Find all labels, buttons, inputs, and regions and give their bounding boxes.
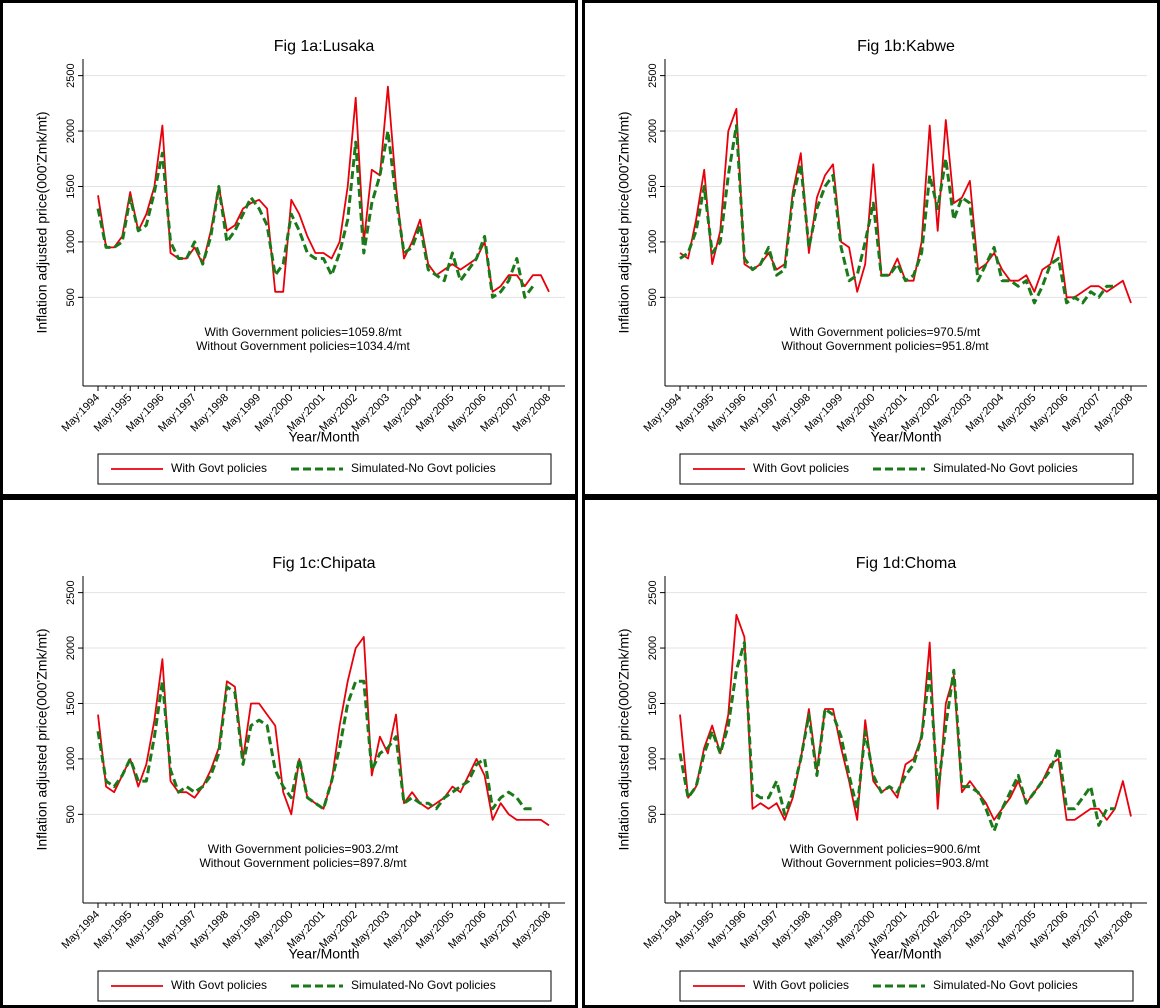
y-tick-label: 1000 <box>65 230 77 254</box>
y-tick-label: 1500 <box>65 174 77 198</box>
legend-box <box>679 970 1134 1002</box>
annotation: With Government policies=970.5/mt <box>790 325 981 339</box>
series-line <box>679 613 1132 821</box>
legend-box <box>679 453 1134 485</box>
legend-label: With Govt policies <box>753 978 849 992</box>
panel: 500 1000 1500 2000 2500 May:1994 May:1995 May:1… <box>582 497 1160 1008</box>
y-tick-label: 500 <box>647 805 659 823</box>
x-axis-label: Year/Month <box>870 946 941 962</box>
y-tick-label: 1000 <box>65 747 77 771</box>
annotation: Without Government policies=897.8/mt <box>199 856 407 870</box>
panel: 500 1000 1500 2000 2500 May:1994 May:1995 May:1… <box>0 0 578 497</box>
y-tick-label: 2000 <box>65 636 77 660</box>
y-tick-label: 2500 <box>65 580 77 604</box>
series-line <box>96 129 535 299</box>
y-tick-label: 500 <box>65 288 77 306</box>
y-axis-label: Inflation adjusted price(000'Zmk/mt) <box>616 111 632 333</box>
y-tick-label: 1500 <box>647 691 659 715</box>
chart-title: Fig 1d:Choma <box>856 555 957 572</box>
chart: 5001000150020002500May:1994May:1995May:1… <box>616 38 1147 485</box>
annotation: Without Government policies=951.8/mt <box>781 339 989 353</box>
chart: 5001000150020002500May:1994May:1995May:1… <box>34 555 565 1002</box>
series-line <box>679 108 1132 304</box>
chart-title: Fig 1b:Kabwe <box>857 38 955 55</box>
x-axis-label: Year/Month <box>870 429 941 445</box>
chart-body: 5001000150020002500May:1994May:1995May:1… <box>616 38 1147 485</box>
series-line <box>679 124 1115 305</box>
annotation: With Government policies=903.2/mt <box>208 842 399 856</box>
y-tick-label: 500 <box>65 805 77 823</box>
chart-title: Fig 1c:Chipata <box>272 555 375 572</box>
legend-label: Simulated-No Govt policies <box>933 461 1078 475</box>
annotation: With Government policies=1059.8/mt <box>204 325 402 339</box>
annotation: Without Government policies=1034.4/mt <box>196 339 410 353</box>
chart-body: 5001000150020002500May:1994May:1995May:1… <box>34 38 565 485</box>
series-line <box>97 85 550 293</box>
series-line <box>678 641 1115 833</box>
y-tick-label: 1000 <box>647 230 659 254</box>
legend-label: With Govt policies <box>171 978 267 992</box>
series-line <box>96 679 533 811</box>
legend-box <box>97 970 552 1002</box>
y-tick-label: 2500 <box>647 63 659 87</box>
y-tick-label: 2500 <box>647 580 659 604</box>
y-tick-label: 2500 <box>65 63 77 87</box>
y-tick-label: 2000 <box>647 636 659 660</box>
panel: 500 1000 1500 2000 2500 May:1994 May:1995 May:1… <box>0 497 578 1008</box>
legend-label: Simulated-No Govt policies <box>351 461 496 475</box>
annotation: With Government policies=900.6/mt <box>790 842 981 856</box>
panel: 500 1000 1500 2000 2500 May:1994 May:1995 May:1… <box>582 0 1160 497</box>
x-axis-label: Year/Month <box>288 946 359 962</box>
chart-title: Fig 1a:Lusaka <box>274 38 375 55</box>
y-axis-label: Inflation adjusted price(000'Zmk/mt) <box>616 628 632 850</box>
chart: 5001000150020002500May:1994May:1995May:1… <box>34 38 565 485</box>
legend-label: Simulated-No Govt policies <box>933 978 1078 992</box>
chart-body: 5001000150020002500May:1994May:1995May:1… <box>616 555 1147 1002</box>
y-axis-label: Inflation adjusted price(000'Zmk/mt) <box>34 111 50 333</box>
chart: 5001000150020002500May:1994May:1995May:1… <box>616 555 1147 1002</box>
legend-label: With Govt policies <box>753 461 849 475</box>
y-tick-label: 1500 <box>65 691 77 715</box>
legend-label: With Govt policies <box>171 461 267 475</box>
legend-label: Simulated-No Govt policies <box>351 978 496 992</box>
chart-body: 5001000150020002500May:1994May:1995May:1… <box>34 555 565 1002</box>
legend-box <box>97 453 552 485</box>
annotation: Without Government policies=903.8/mt <box>781 856 989 870</box>
y-tick-label: 2000 <box>647 119 659 143</box>
series-line <box>97 636 550 827</box>
y-tick-label: 2000 <box>65 119 77 143</box>
x-axis-label: Year/Month <box>288 429 359 445</box>
y-tick-label: 1500 <box>647 174 659 198</box>
y-axis-label: Inflation adjusted price(000'Zmk/mt) <box>34 628 50 850</box>
y-tick-label: 1000 <box>647 747 659 771</box>
y-tick-label: 500 <box>647 288 659 306</box>
